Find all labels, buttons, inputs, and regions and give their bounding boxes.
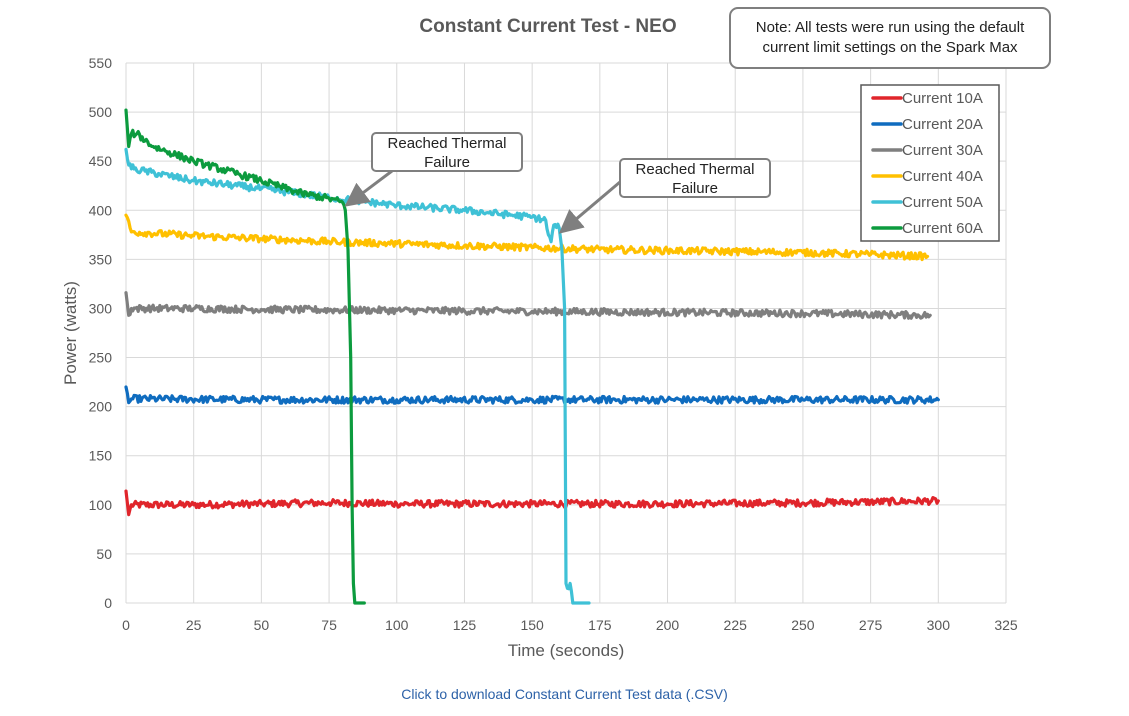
legend: Current 10A Current 20A Current 30A Current… <box>860 84 1000 242</box>
x-tick-label: 275 <box>859 617 883 633</box>
annotations: Reached Thermal Failure Reached Thermal Fai… <box>344 132 771 234</box>
y-tick-label: 50 <box>96 546 112 562</box>
y-axis-title: Power (watts) <box>61 281 80 385</box>
callout-text: Failure <box>672 180 718 197</box>
series-line <box>124 147 591 605</box>
legend-frame <box>860 84 1000 242</box>
y-tick-label: 150 <box>89 448 113 464</box>
thermal-failure-callout: Reached Thermal Failure <box>558 158 771 234</box>
callout-box <box>619 158 771 198</box>
y-tick-label: 550 <box>89 55 113 71</box>
y-tick-label: 0 <box>104 595 112 611</box>
y-tick-label: 200 <box>89 399 113 415</box>
legend-label: Current 10A <box>902 90 983 107</box>
callout-text: Reached Thermal <box>388 135 507 152</box>
y-tick-label: 400 <box>89 202 113 218</box>
series-line <box>124 385 940 405</box>
x-tick-label: 300 <box>927 617 951 633</box>
thermal-failure-callout: Reached Thermal Failure <box>344 132 523 207</box>
legend-label: Current 40A <box>902 168 983 185</box>
y-tick-label: 300 <box>89 300 113 316</box>
series-line <box>124 489 940 517</box>
x-tick-label: 25 <box>186 617 202 633</box>
x-tick-label: 100 <box>385 617 409 633</box>
legend-label: Current 60A <box>902 220 983 237</box>
callout-text: Failure <box>424 154 470 171</box>
note-text: current limit settings on the Spark Max <box>762 39 1018 56</box>
legend-label: Current 50A <box>902 194 983 211</box>
y-tick-label: 500 <box>89 104 113 120</box>
x-tick-label: 150 <box>520 617 544 633</box>
x-tick-label: 75 <box>321 617 337 633</box>
legend-label: Current 20A <box>902 116 983 133</box>
note-box: Note: All tests were run using the defau… <box>729 7 1051 69</box>
x-tick-label: 250 <box>791 617 815 633</box>
y-tick-label: 250 <box>89 350 113 366</box>
y-tick-label: 350 <box>89 251 113 267</box>
callout-box <box>371 132 523 172</box>
callout-text: Reached Thermal <box>636 161 755 178</box>
line-chart: 0 25 50 75 100 125 150 175 200 225 250 275 300 325 0 50… <box>61 7 1051 660</box>
y-tick-label: 100 <box>89 497 113 513</box>
x-tick-label: 50 <box>254 617 270 633</box>
series-line <box>124 108 366 605</box>
series-line <box>124 291 932 320</box>
note-text: Note: All tests were run using the defau… <box>756 19 1025 36</box>
x-tick-label: 0 <box>122 617 130 633</box>
download-csv-link[interactable]: Click to download Constant Current Test … <box>401 686 728 702</box>
axes: 0 25 50 75 100 125 150 175 200 225 250 275 300 325 0 50… <box>89 55 1018 633</box>
note-frame <box>729 7 1051 69</box>
x-axis-title: Time (seconds) <box>508 641 625 660</box>
x-tick-label: 175 <box>588 617 612 633</box>
series-line <box>124 213 930 262</box>
callout-arrow <box>558 180 621 234</box>
callout-arrow <box>344 169 393 207</box>
x-tick-label: 325 <box>994 617 1018 633</box>
chart-title: Constant Current Test - NEO <box>419 16 676 37</box>
legend-label: Current 30A <box>902 142 983 159</box>
x-tick-label: 200 <box>656 617 680 633</box>
y-tick-label: 450 <box>89 153 113 169</box>
x-tick-label: 125 <box>453 617 477 633</box>
x-tick-label: 225 <box>724 617 748 633</box>
